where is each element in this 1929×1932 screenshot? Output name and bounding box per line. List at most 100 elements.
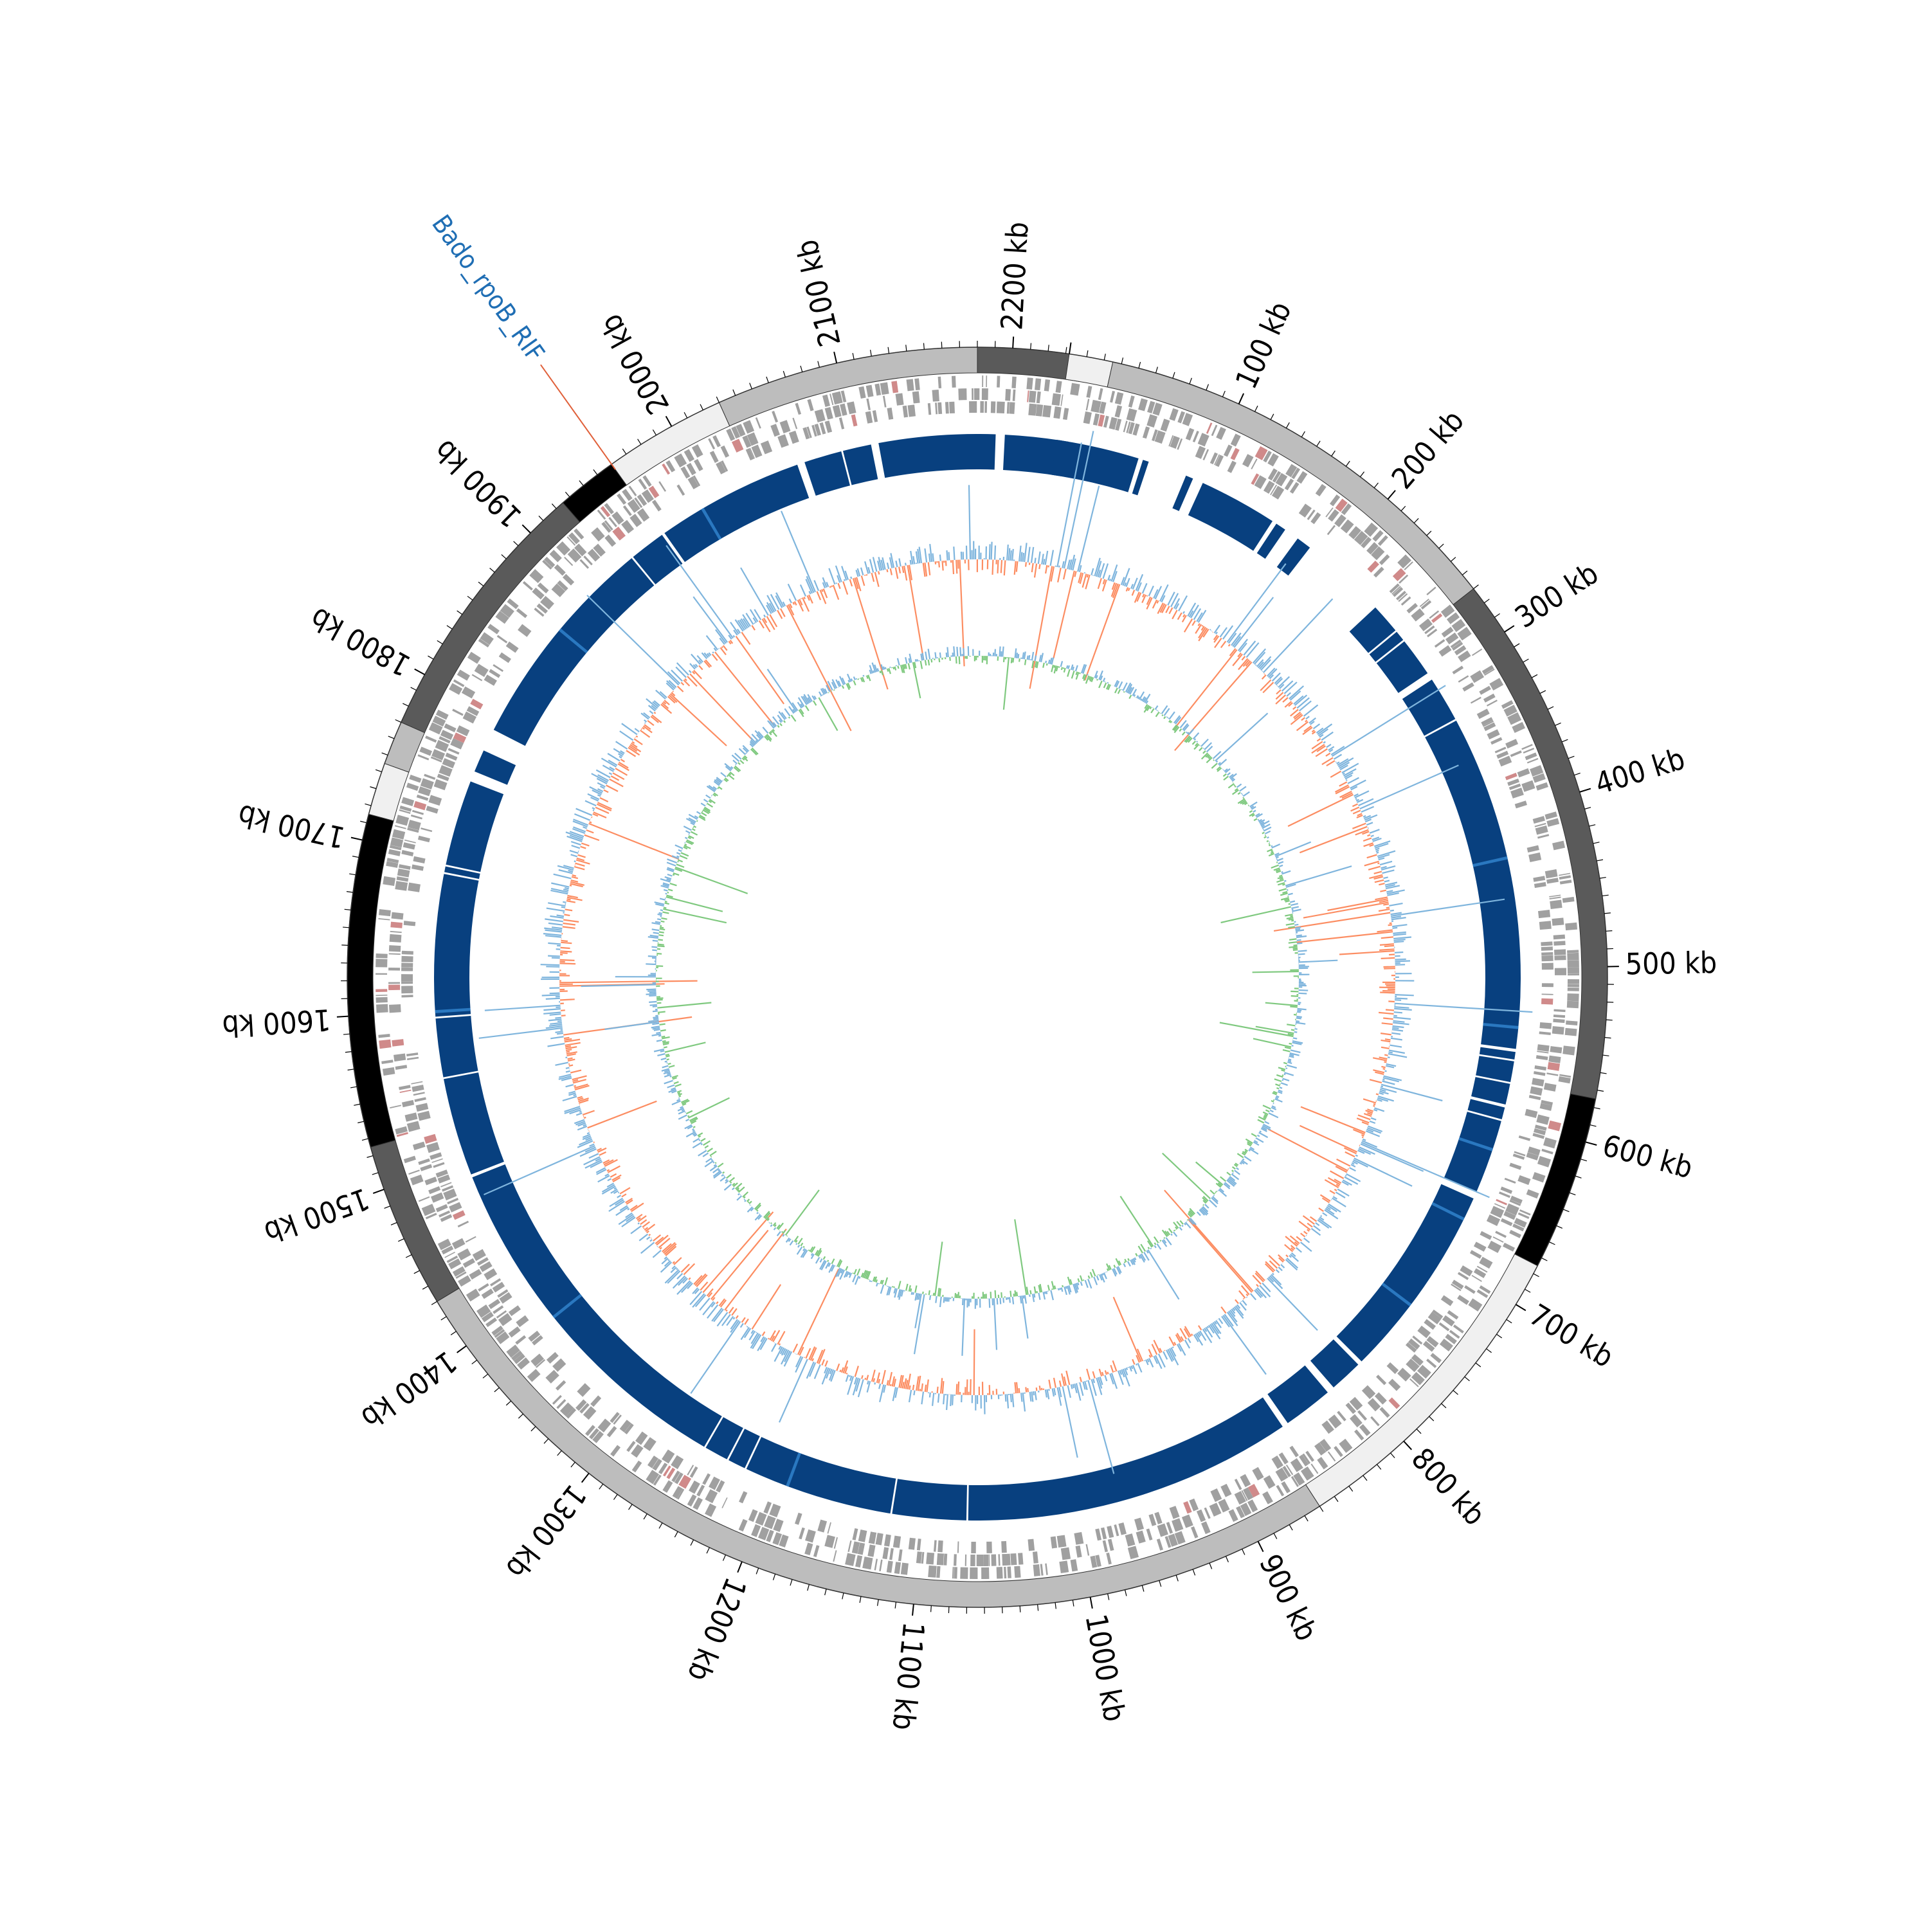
minor-tick: [1374, 483, 1378, 488]
minor-tick: [1193, 1569, 1195, 1575]
cds-feature: [674, 453, 687, 467]
cds-feature: [1503, 1243, 1515, 1252]
minor-tick: [1602, 895, 1609, 896]
cds-feature: [799, 1528, 805, 1540]
cds-feature: [378, 1034, 390, 1038]
minor-tick: [1121, 357, 1123, 364]
minor-tick: [403, 703, 408, 706]
cds-feature: [1537, 834, 1549, 838]
major-tick: [1505, 626, 1514, 632]
minor-tick: [557, 1450, 562, 1456]
cds-feature: [1011, 377, 1016, 388]
cds-feature: [761, 440, 772, 454]
cds-feature: [1553, 1009, 1565, 1012]
cds-feature: [1567, 950, 1579, 953]
cds-feature: [882, 1547, 889, 1559]
minor-tick: [1590, 1125, 1597, 1126]
minor-tick: [1226, 1557, 1228, 1562]
cds-feature: [1051, 1537, 1057, 1549]
minor-tick: [382, 753, 388, 755]
tick-label: 900 kb: [1253, 1549, 1325, 1647]
cds-feature: [879, 1560, 882, 1571]
tick-label: 1900 kb: [427, 433, 529, 534]
minor-tick: [1496, 1334, 1501, 1338]
minor-tick: [518, 1414, 523, 1418]
minor-tick: [1606, 931, 1612, 932]
cds-feature: [943, 1554, 947, 1566]
cds-feature: [462, 687, 475, 699]
minor-tick: [1142, 1585, 1144, 1592]
cds-feature: [1501, 1218, 1513, 1226]
cds-feature: [732, 438, 743, 452]
cds-feature: [825, 420, 833, 433]
cds-feature: [1559, 875, 1571, 880]
cds-feature: [756, 417, 761, 429]
minor-tick: [1429, 1416, 1434, 1421]
major-tick: [1258, 1541, 1263, 1551]
cds-feature: [970, 1567, 977, 1579]
minor-tick: [1600, 1072, 1607, 1074]
cds-feature: [417, 1111, 430, 1121]
cds-feature: [1541, 998, 1553, 1005]
cds-feature: [413, 1092, 425, 1096]
minor-tick: [367, 1156, 374, 1158]
cds-feature: [1033, 1551, 1038, 1564]
cds-feature: [1568, 973, 1579, 975]
minor-tick: [1580, 1159, 1587, 1161]
minor-tick: [1286, 422, 1289, 428]
minor-tick: [638, 439, 641, 444]
cds-feature: [397, 876, 409, 882]
cds-feature: [795, 403, 802, 415]
cds-feature: [914, 378, 919, 390]
cds-feature: [1534, 882, 1546, 888]
cds-feature: [1106, 1553, 1112, 1565]
cds-feature: [949, 402, 955, 413]
cds-feature: [1568, 988, 1579, 991]
cds-feature: [977, 1555, 984, 1566]
cds-feature: [1468, 1298, 1482, 1311]
cds-feature: [408, 883, 421, 892]
cds-feature: [847, 1540, 851, 1552]
minor-tick: [773, 1574, 775, 1580]
cds-feature: [412, 810, 424, 815]
cds-feature: [621, 520, 634, 534]
cds-feature: [444, 723, 457, 732]
cds-feature: [376, 1004, 388, 1013]
cds-feature: [1470, 670, 1484, 683]
minor-tick: [372, 1173, 379, 1175]
cds-feature: [988, 1555, 990, 1566]
cds-feature: [1397, 1368, 1411, 1381]
minor-tick: [565, 492, 569, 497]
minor-tick: [414, 1270, 420, 1274]
cds-feature: [1464, 1285, 1476, 1294]
cds-feature: [1128, 395, 1135, 408]
cds-feature: [960, 1567, 968, 1579]
gc-skew-track: [581, 646, 1352, 1356]
cds-feature: [550, 550, 562, 562]
cds-feature: [1529, 1095, 1541, 1100]
cds-feature: [388, 982, 400, 984]
cds-feature: [413, 801, 426, 810]
minor-tick: [1319, 1506, 1323, 1512]
cds-feature: [1537, 1156, 1551, 1168]
minor-tick: [1274, 1533, 1277, 1539]
minor-tick: [1563, 1209, 1569, 1212]
minor-tick: [1439, 544, 1444, 548]
cds-feature: [770, 424, 780, 437]
cds-feature: [1474, 1241, 1487, 1252]
cds-feature: [1453, 1324, 1464, 1333]
cds-feature: [982, 375, 983, 387]
cds-feature: [529, 569, 543, 583]
cds-feature: [1541, 1149, 1553, 1155]
minor-tick: [825, 1589, 826, 1595]
cds-feature: [772, 411, 778, 422]
minor-tick: [790, 1580, 792, 1586]
cds-feature: [1542, 963, 1553, 970]
cds-feature: [1059, 1560, 1069, 1573]
cds-feature: [1537, 1044, 1550, 1052]
tick-label: 400 kb: [1591, 741, 1689, 801]
cds-feature: [1493, 1236, 1504, 1243]
minor-tick: [1363, 1476, 1367, 1481]
cds-feature: [400, 1090, 412, 1093]
minor-tick: [783, 371, 785, 377]
